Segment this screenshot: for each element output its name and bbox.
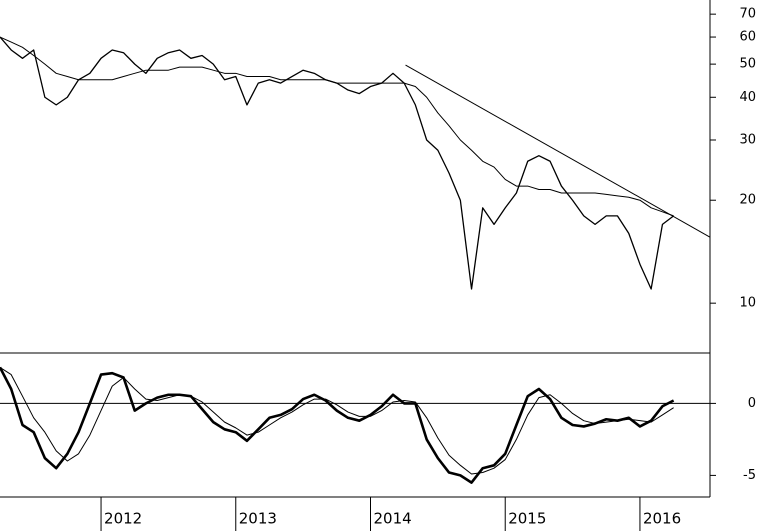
x-tick-label: 2015 [508,510,546,528]
x-tick-label: 2013 [239,510,277,528]
x-tick-label: 2016 [643,510,681,528]
y-tick-label: 70 [739,7,756,22]
series-line [0,36,674,217]
y-tick-label: 40 [739,90,756,105]
y-tick-label: 10 [739,296,756,311]
x-tick-label: 2014 [373,510,411,528]
y-tick-label: 50 [739,57,756,72]
y-tick-label: 0 [748,396,756,411]
y-tick-label: 20 [739,193,756,208]
y-tick-label: 60 [739,30,756,45]
y-tick-label: -5 [743,468,756,483]
series-line [0,366,674,475]
x-tick-label: 2012 [104,510,142,528]
trendline [405,64,711,238]
y-tick-label: 30 [739,133,756,148]
series-line [0,366,675,484]
